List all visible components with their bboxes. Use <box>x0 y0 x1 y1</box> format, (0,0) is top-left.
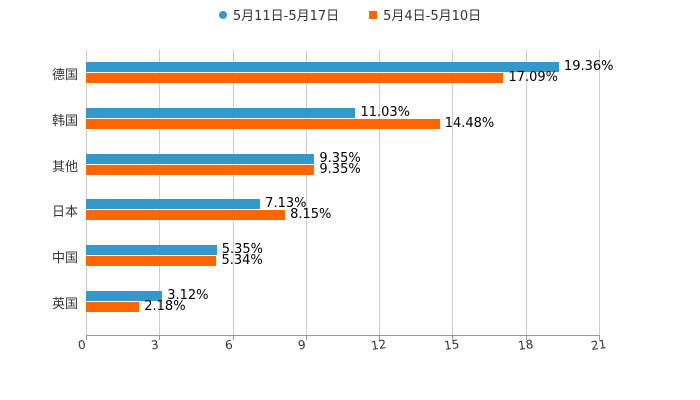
gridline <box>159 50 161 335</box>
value-label: 9.35% <box>319 150 361 166</box>
bar[interactable] <box>86 73 504 83</box>
bar[interactable] <box>86 107 356 118</box>
gridline <box>379 50 381 335</box>
gridline <box>86 50 87 335</box>
x-tick <box>525 335 527 340</box>
bar[interactable] <box>86 62 559 72</box>
legend-marker-icon <box>218 10 227 19</box>
bar[interactable] <box>86 291 163 301</box>
value-label: 14.48% <box>444 115 495 131</box>
legend-item-series-2[interactable]: 5月4日-5月10日 <box>369 5 481 24</box>
value-label: 2.18% <box>144 299 186 314</box>
category-label: 中国 <box>51 251 78 267</box>
x-tick <box>452 335 454 340</box>
gridline <box>305 50 307 335</box>
x-tick-label: 6 <box>223 337 234 353</box>
bar[interactable] <box>86 118 440 129</box>
x-tick <box>379 335 381 340</box>
gridline <box>232 50 234 335</box>
legend-marker-icon <box>369 10 378 19</box>
gridline <box>525 50 527 335</box>
x-tick <box>86 335 87 340</box>
x-tick <box>599 335 600 340</box>
value-label: 8.15% <box>290 207 332 223</box>
legend: 5月11日-5月17日 5月4日-5月10日 <box>0 5 700 24</box>
category-label: 德国 <box>51 68 78 83</box>
bar[interactable] <box>86 245 217 256</box>
bar[interactable] <box>86 199 261 210</box>
value-label: 5.35% <box>221 242 263 258</box>
category-label: 日本 <box>51 205 78 221</box>
category-label: 其他 <box>51 159 78 175</box>
legend-label: 5月4日-5月10日 <box>383 9 482 24</box>
value-label: 5.34% <box>221 253 263 269</box>
bar[interactable] <box>86 256 217 267</box>
value-label: 7.13% <box>265 196 307 212</box>
bar[interactable] <box>86 302 140 312</box>
x-tick <box>232 335 234 340</box>
legend-label: 5月11日-5月17日 <box>232 9 340 24</box>
x-tick <box>305 335 307 340</box>
legend-item-series-1[interactable]: 5月11日-5月17日 <box>218 5 340 24</box>
x-tick-label: 18 <box>516 337 534 353</box>
value-label: 3.12% <box>167 288 209 303</box>
category-label: 韩国 <box>51 113 78 129</box>
category-label: 英国 <box>51 297 78 312</box>
bar[interactable] <box>86 210 286 221</box>
x-tick-label: 9 <box>296 337 307 353</box>
value-label: 17.09% <box>508 70 559 85</box>
x-tick <box>159 335 161 340</box>
bar[interactable] <box>86 153 315 164</box>
bar[interactable] <box>86 164 315 175</box>
value-label: 19.36% <box>563 59 614 74</box>
x-axis <box>86 335 599 336</box>
value-label: 11.03% <box>360 104 411 120</box>
x-tick-label: 12 <box>370 337 388 353</box>
value-label: 9.35% <box>319 161 361 177</box>
gridline <box>452 50 454 335</box>
x-tick-label: 21 <box>590 337 608 353</box>
gridline <box>599 50 600 335</box>
x-tick-label: 15 <box>443 337 461 353</box>
